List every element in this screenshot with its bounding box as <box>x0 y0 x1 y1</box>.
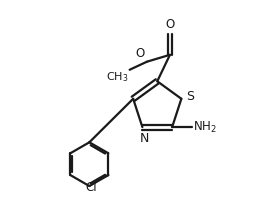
Text: S: S <box>186 90 194 103</box>
Text: CH$_3$: CH$_3$ <box>106 70 129 84</box>
Text: O: O <box>136 47 145 60</box>
Text: NH$_2$: NH$_2$ <box>193 120 217 135</box>
Text: N: N <box>140 132 149 145</box>
Text: O: O <box>165 18 174 31</box>
Text: Cl: Cl <box>85 181 97 194</box>
